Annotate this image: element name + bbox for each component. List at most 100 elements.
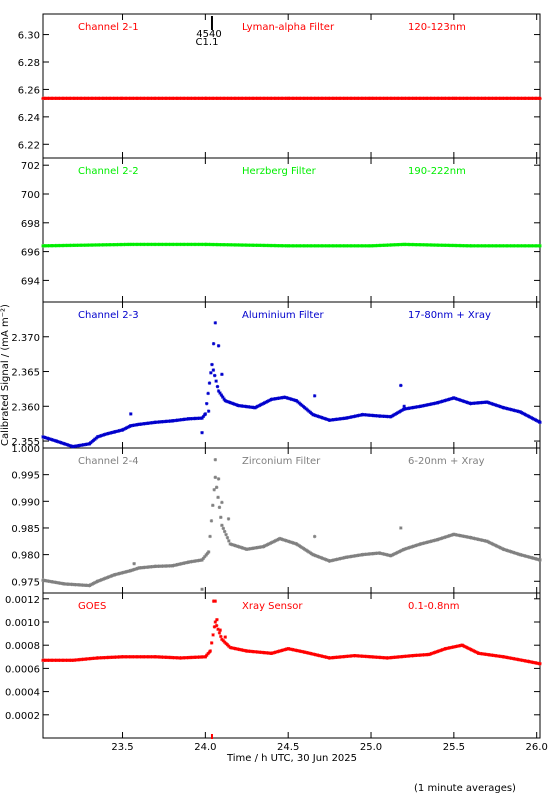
data-point [456, 397, 460, 402]
data-point [510, 550, 514, 554]
data-point [48, 437, 52, 441]
data-point [489, 401, 493, 406]
data-point [206, 391, 210, 396]
data-point [389, 415, 393, 419]
panel-frame-3 [42, 301, 541, 449]
data-point [431, 651, 435, 655]
data-point [322, 557, 326, 561]
panel-label: 17-80nm + Xray [408, 310, 491, 321]
data-point [492, 402, 496, 407]
data-point [526, 414, 531, 418]
y-tick-label: 6.22 [18, 140, 40, 151]
data-point [224, 532, 228, 537]
data-point [271, 540, 275, 544]
y-tick-label: 700 [21, 190, 40, 201]
data-point [538, 244, 542, 248]
y-tick-label: 2.355 [11, 437, 40, 448]
data-point [100, 433, 104, 438]
y-tick-label: 2.365 [11, 368, 40, 379]
data-point [500, 405, 504, 409]
data-point [105, 575, 110, 580]
data-point [534, 418, 539, 423]
data-point [220, 523, 224, 527]
data-point [227, 400, 232, 404]
data-point [50, 438, 55, 442]
data-point [326, 418, 330, 422]
data-point [318, 555, 322, 559]
panel-label: Channel 2-4 [78, 456, 139, 467]
data-point [215, 384, 220, 389]
data-point [93, 580, 97, 585]
data-point [443, 398, 448, 403]
event-marker-label-line1: 4540 [196, 29, 221, 40]
data-point [496, 404, 500, 408]
data-point [391, 552, 396, 557]
data-point [390, 553, 394, 557]
data-point [453, 396, 457, 401]
data-point [111, 573, 115, 578]
data-point [214, 379, 218, 383]
data-point [407, 545, 412, 550]
data-point [442, 399, 446, 403]
data-point [397, 549, 401, 554]
data-point [42, 435, 47, 440]
data-point [435, 537, 439, 542]
data-point [325, 417, 329, 421]
outlier-point [213, 458, 217, 462]
data-point [448, 397, 452, 401]
data-point [398, 409, 403, 413]
data-point [488, 401, 492, 405]
data-point [224, 399, 229, 403]
data-point [89, 583, 93, 587]
data-point [288, 397, 293, 401]
data-point [263, 544, 267, 548]
data-point [212, 488, 216, 492]
data-point [65, 443, 69, 447]
data-point [293, 541, 297, 546]
x-tick-label: 24.5 [277, 742, 299, 753]
data-point [321, 416, 325, 420]
data-point [439, 536, 444, 541]
data-point [514, 551, 518, 555]
panel-label: Channel 2-1 [78, 22, 139, 33]
x-tick-label: 25.5 [443, 742, 465, 753]
data-point [52, 438, 56, 443]
data-point [87, 583, 92, 588]
data-point [235, 544, 239, 548]
panel-label: 6-20nm + Xray [408, 456, 485, 467]
data-point [530, 416, 535, 421]
data-point [517, 552, 521, 556]
data-point [285, 539, 289, 543]
outlier-point [215, 617, 219, 622]
data-point [216, 627, 220, 631]
data-point [227, 644, 231, 648]
data-point [269, 540, 274, 545]
data-point [499, 405, 503, 409]
data-point [268, 398, 272, 402]
data-point [278, 536, 282, 541]
panel-label: Herzberg Filter [242, 166, 317, 177]
data-point [393, 551, 397, 556]
data-point [219, 634, 223, 639]
data-point [467, 401, 471, 405]
data-point [316, 414, 321, 419]
data-point [55, 439, 60, 444]
data-point [206, 651, 210, 656]
data-point [208, 534, 212, 539]
outlier-point [213, 321, 217, 325]
data-point [472, 649, 477, 653]
outlier-point [216, 477, 221, 481]
data-point [127, 424, 132, 429]
data-point [239, 545, 243, 550]
data-point [213, 373, 217, 378]
data-point [95, 579, 100, 583]
panel-frame-2 [42, 157, 541, 303]
data-point [523, 413, 528, 417]
data-point [229, 542, 234, 547]
panel-frame-4 [42, 447, 541, 594]
data-point [287, 540, 292, 544]
data-point [219, 393, 224, 397]
data-point [216, 495, 220, 500]
panel-frame-5 [42, 592, 541, 739]
data-point [449, 533, 453, 537]
